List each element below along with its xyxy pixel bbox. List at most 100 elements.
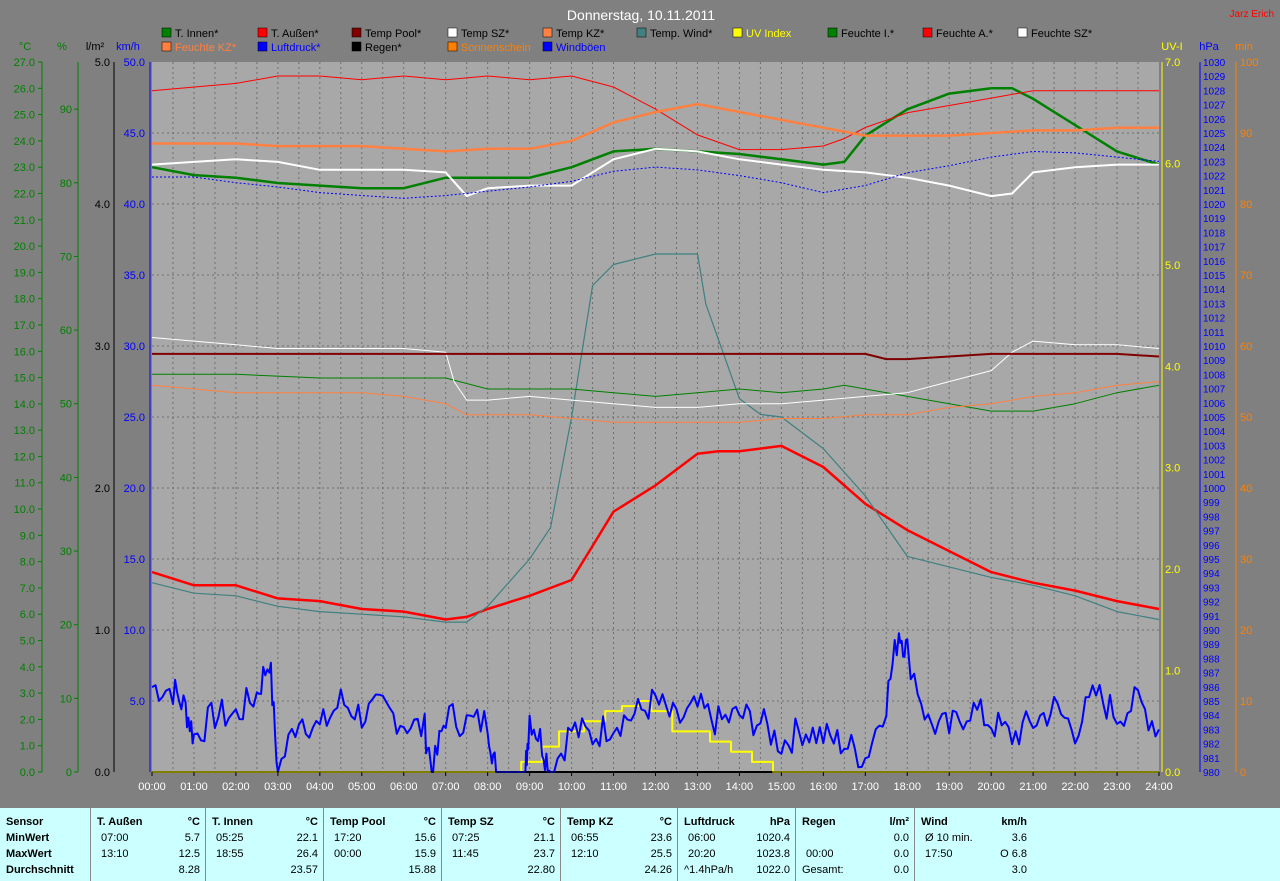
stats-column-unit: hPa (769, 816, 790, 828)
pressure-tick-label: 1006 (1203, 399, 1226, 410)
pressure-tick-label: 1023 (1203, 157, 1226, 168)
wind-tick-label: 40.0 (124, 199, 145, 211)
legend-label: Luftdruck* (271, 42, 321, 54)
axis-unit-label: UV-I (1161, 41, 1182, 53)
stats-max-value: 0.0 (893, 848, 909, 860)
temp-tick-label: 21.0 (14, 215, 35, 227)
stats-column-unit: °C (659, 816, 672, 828)
stats-min-value: 5.7 (184, 832, 200, 844)
legend-label: Feuchte SZ* (1031, 28, 1093, 40)
stats-column: Wind km/h Ø 10 min. 3.6 17:50 O 6.8 3.0 (914, 808, 1033, 881)
series-line-temp-sz (151, 147, 1159, 198)
series-lines (151, 75, 1160, 773)
pressure-tick-label: 993 (1203, 583, 1220, 594)
legend-swatch (922, 27, 933, 38)
pressure-tick-label: 1013 (1203, 299, 1226, 310)
pressure-tick-label: 980 (1203, 768, 1220, 779)
pressure-tick-label: 1027 (1203, 101, 1226, 112)
rain-tick-label: 2.0 (95, 483, 110, 495)
pressure-tick-label: 986 (1203, 683, 1220, 694)
temp-tick-label: 23.0 (14, 162, 35, 174)
sunshine-tick-label: 100 (1240, 57, 1258, 69)
series-line-feuchte-sz (151, 337, 1160, 408)
time-tick-label: 04:00 (306, 781, 334, 793)
stats-column: Temp SZ °C 07:25 21.1 11:45 23.7 22.80 (441, 808, 561, 881)
wind-tick-label: 45.0 (124, 128, 145, 140)
pressure-tick-label: 991 (1203, 612, 1220, 623)
legend-label: Temp KZ* (556, 28, 605, 40)
stats-min-value: 15.6 (414, 832, 436, 844)
pressure-tick-label: 1002 (1203, 456, 1226, 467)
time-tick-label: 02:00 (222, 781, 250, 793)
stats-row-labels: Sensor MinWert MaxWert Durchschnitt (0, 808, 90, 881)
uv-tick-label: 7.0 (1165, 57, 1180, 69)
pressure-tick-label: 1028 (1203, 86, 1226, 97)
stats-column-name: Luftdruck (684, 816, 735, 828)
pressure-tick-label: 1026 (1203, 115, 1226, 126)
time-tick-label: 08:00 (474, 781, 502, 793)
pressure-tick-label: 1015 (1203, 271, 1226, 282)
temp-tick-label: 5.0 (20, 636, 35, 648)
temp-tick-label: 16.0 (14, 346, 35, 358)
stats-min-time: 06:55 (571, 832, 599, 844)
time-tick-label: 23:00 (1103, 781, 1131, 793)
pressure-tick-label: 987 (1203, 669, 1220, 680)
legend-swatch (447, 41, 458, 52)
stats-min-value: 21.1 (533, 832, 555, 844)
time-tick-label: 18:00 (893, 781, 921, 793)
uv-tick-label: 3.0 (1165, 463, 1180, 475)
legend-swatch (351, 27, 362, 38)
pressure-tick-label: 992 (1203, 598, 1220, 609)
sunshine-tick-label: 10 (1240, 696, 1252, 708)
temp-tick-label: 18.0 (14, 294, 35, 306)
time-tick-label: 17:00 (852, 781, 880, 793)
time-tick-label: 13:00 (684, 781, 712, 793)
temp-tick-label: 9.0 (20, 530, 35, 542)
pressure-tick-label: 994 (1203, 569, 1220, 580)
legend-swatch (542, 27, 553, 38)
sunshine-tick-label: 40 (1240, 483, 1252, 495)
time-tick-label: 12:00 (642, 781, 670, 793)
uv-tick-label: 0.0 (1165, 767, 1180, 779)
rain-tick-label: 3.0 (95, 341, 110, 353)
pressure-tick-label: 981 (1203, 754, 1220, 765)
stats-column-name: Temp SZ (448, 816, 494, 828)
author-label: Jarz Erich (1230, 9, 1274, 20)
legend-label: T. Außen* (271, 28, 319, 40)
stats-column-unit: km/h (1001, 816, 1027, 828)
legend-label: Temp. Wind* (650, 28, 713, 40)
sunshine-tick-label: 20 (1240, 625, 1252, 637)
stats-avg-value: 15.88 (408, 864, 436, 876)
sunshine-tick-label: 90 (1240, 128, 1252, 140)
legend-label: Temp Pool* (365, 28, 422, 40)
legend-swatch (827, 27, 838, 38)
wind-tick-label: 25.0 (124, 412, 145, 424)
stats-min-label: MinWert (6, 832, 50, 844)
series-line-feuchte-kz (151, 381, 1160, 423)
temp-tick-label: 11.0 (14, 478, 35, 490)
legend-swatch (257, 27, 268, 38)
temp-tick-label: 2.0 (20, 714, 35, 726)
uv-tick-label: 1.0 (1165, 666, 1180, 678)
stats-max-label: MaxWert (6, 848, 52, 860)
stats-avg-value: 24.26 (644, 864, 672, 876)
pressure-tick-label: 997 (1203, 527, 1220, 538)
wind-tick-label: 50.0 (124, 57, 145, 69)
legend-label: Temp SZ* (461, 28, 510, 40)
temp-tick-label: 8.0 (20, 557, 35, 569)
legend-swatch (447, 27, 458, 38)
series-line-t-außen (151, 444, 1160, 621)
stats-max-time: 12:10 (571, 848, 599, 860)
axis-unit-label: hPa (1199, 41, 1219, 53)
time-tick-label: 00:00 (138, 781, 166, 793)
stats-column-unit: °C (542, 816, 555, 828)
pressure-tick-label: 1018 (1203, 228, 1226, 239)
pressure-tick-label: 1012 (1203, 314, 1226, 325)
axes: °C% l/m² km/h UV-I hPa min 0.0 1.0 2.0 3.0 4.0 5.0 6… (14, 41, 1259, 793)
pressure-tick-label: 998 (1203, 512, 1220, 523)
temp-tick-label: 7.0 (20, 583, 35, 595)
time-tick-label: 14:00 (726, 781, 754, 793)
temp-tick-label: 10.0 (14, 504, 35, 516)
stats-min-time: 07:00 (101, 832, 129, 844)
legend-swatch (732, 27, 743, 38)
